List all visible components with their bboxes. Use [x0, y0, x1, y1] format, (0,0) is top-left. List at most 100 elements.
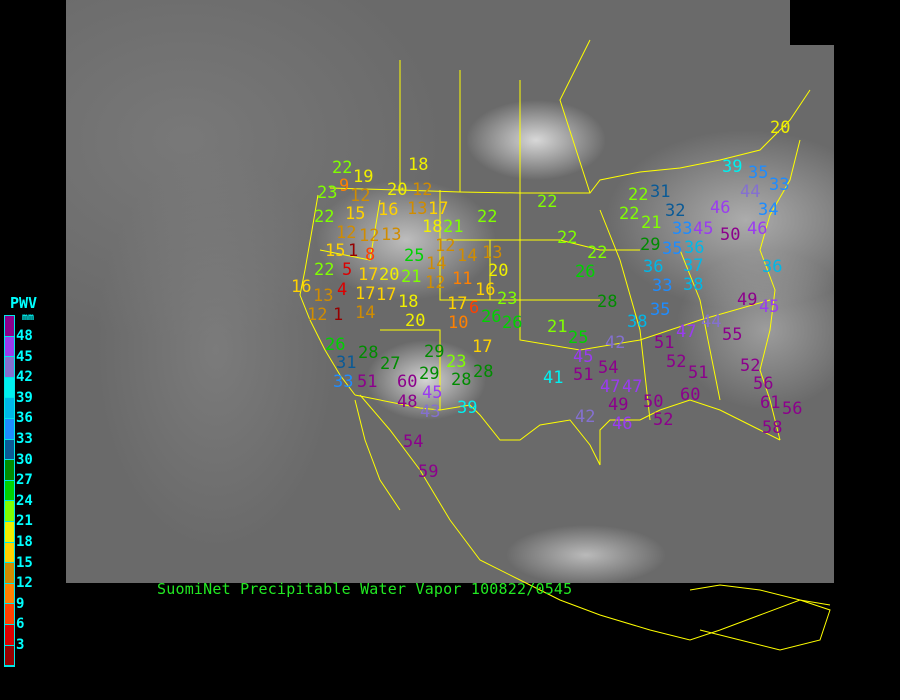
- us-canada-border: [329, 89, 811, 194]
- legend-swatch: [5, 439, 14, 461]
- station-pwv-value: 52: [653, 410, 674, 430]
- station-pwv-value: 34: [758, 200, 779, 220]
- state-line: [599, 209, 651, 421]
- legend-label: 3: [16, 637, 25, 653]
- station-pwv-value: 22: [587, 243, 608, 263]
- station-pwv-value: 20: [488, 261, 509, 281]
- station-pwv-value: 39: [457, 398, 478, 418]
- station-pwv-value: 21: [547, 317, 568, 337]
- legend-swatch: [5, 398, 14, 419]
- legend-swatch: [5, 542, 14, 564]
- legend-label: 18: [16, 534, 33, 550]
- station-pwv-value: 18: [408, 155, 429, 175]
- station-pwv-value: 38: [627, 312, 648, 332]
- station-pwv-value: 47: [676, 322, 697, 342]
- station-pwv-value: 29: [424, 342, 445, 362]
- station-pwv-value: 33: [652, 276, 673, 296]
- station-pwv-value: 46: [612, 414, 633, 434]
- station-pwv-value: 36: [762, 257, 783, 277]
- station-pwv-value: 14: [355, 303, 376, 323]
- station-pwv-value: 9: [339, 176, 350, 196]
- station-pwv-value: 35: [662, 239, 683, 259]
- station-pwv-value: 42: [575, 407, 596, 427]
- station-pwv-value: 29: [419, 364, 440, 384]
- station-pwv-value: 33: [333, 372, 354, 392]
- station-pwv-value: 47: [600, 377, 621, 397]
- station-pwv-value: 1: [333, 305, 344, 325]
- station-pwv-value: 18: [398, 292, 419, 312]
- station-pwv-value: 12: [435, 236, 456, 256]
- station-pwv-value: 39: [722, 157, 743, 177]
- station-pwv-value: 20: [770, 118, 791, 138]
- station-pwv-value: 23: [497, 289, 518, 309]
- baja-coast: [354, 399, 401, 511]
- station-pwv-value: 21: [443, 217, 464, 237]
- station-pwv-value: 56: [782, 399, 803, 419]
- legend-label: 15: [16, 554, 33, 571]
- station-pwv-value: 36: [684, 238, 705, 258]
- station-pwv-value: 1: [348, 241, 359, 261]
- station-pwv-value: 60: [680, 385, 701, 405]
- station-pwv-value: 43: [420, 402, 441, 422]
- station-pwv-value: 22: [314, 260, 335, 280]
- east-coast: [759, 139, 801, 441]
- legend-label: 21: [16, 513, 33, 530]
- station-pwv-value: 22: [314, 207, 335, 227]
- station-pwv-value: 51: [688, 363, 709, 383]
- legend-label: 45: [16, 348, 33, 365]
- station-pwv-value: 61: [760, 393, 781, 413]
- station-pwv-value: 23: [317, 183, 338, 203]
- state-line: [319, 199, 381, 261]
- legend-label: 6: [16, 616, 25, 633]
- legend-swatch: [5, 645, 14, 667]
- station-pwv-value: 16: [378, 200, 399, 220]
- legend-label: 30: [16, 451, 33, 468]
- station-pwv-value: 52: [740, 356, 761, 376]
- legend-swatch: [5, 357, 14, 378]
- station-pwv-value: 45: [759, 297, 780, 317]
- station-pwv-value: 37: [683, 256, 704, 276]
- station-pwv-value: 17: [472, 337, 493, 357]
- station-pwv-value: 17: [376, 285, 397, 305]
- station-pwv-value: 21: [401, 267, 422, 287]
- legend-label: 42: [16, 369, 33, 386]
- legend-swatch: [5, 316, 14, 337]
- legend-swatch: [5, 604, 14, 625]
- station-pwv-value: 23: [446, 352, 467, 372]
- legend-label: 9: [16, 595, 25, 612]
- station-pwv-value: 52: [666, 352, 687, 372]
- station-pwv-value: 28: [451, 370, 472, 390]
- station-pwv-value: 21: [641, 213, 662, 233]
- legend-label: 33: [16, 431, 33, 447]
- station-pwv-value: 28: [597, 292, 618, 312]
- station-pwv-value: 12: [350, 186, 371, 206]
- station-pwv-value: 12: [307, 305, 328, 325]
- station-pwv-value: 14: [426, 254, 447, 274]
- station-pwv-value: 11: [452, 269, 473, 289]
- state-line: [399, 39, 591, 194]
- station-pwv-value: 12: [359, 226, 380, 246]
- legend-label: 24: [16, 492, 33, 509]
- color-legend: [4, 315, 15, 668]
- station-pwv-value: 55: [722, 325, 743, 345]
- station-pwv-value: 46: [710, 198, 731, 218]
- us-mexico-border: [354, 394, 601, 466]
- station-pwv-value: 28: [358, 343, 379, 363]
- station-pwv-value: 46: [747, 219, 768, 239]
- station-pwv-value: 19: [353, 167, 374, 187]
- station-pwv-value: 22: [537, 192, 558, 212]
- station-pwv-value: 16: [291, 277, 312, 297]
- station-pwv-value: 48: [397, 392, 418, 412]
- legend-swatch: [5, 583, 14, 605]
- station-pwv-value: 17: [428, 199, 449, 219]
- station-pwv-value: 44: [740, 182, 761, 202]
- station-pwv-value: 58: [762, 418, 783, 438]
- station-pwv-value: 26: [325, 335, 346, 355]
- state-line: [679, 249, 721, 401]
- station-pwv-value: 45: [693, 219, 714, 239]
- station-pwv-value: 51: [654, 333, 675, 353]
- station-pwv-value: 44: [701, 312, 722, 332]
- station-pwv-value: 10: [448, 313, 469, 333]
- station-pwv-value: 17: [358, 265, 379, 285]
